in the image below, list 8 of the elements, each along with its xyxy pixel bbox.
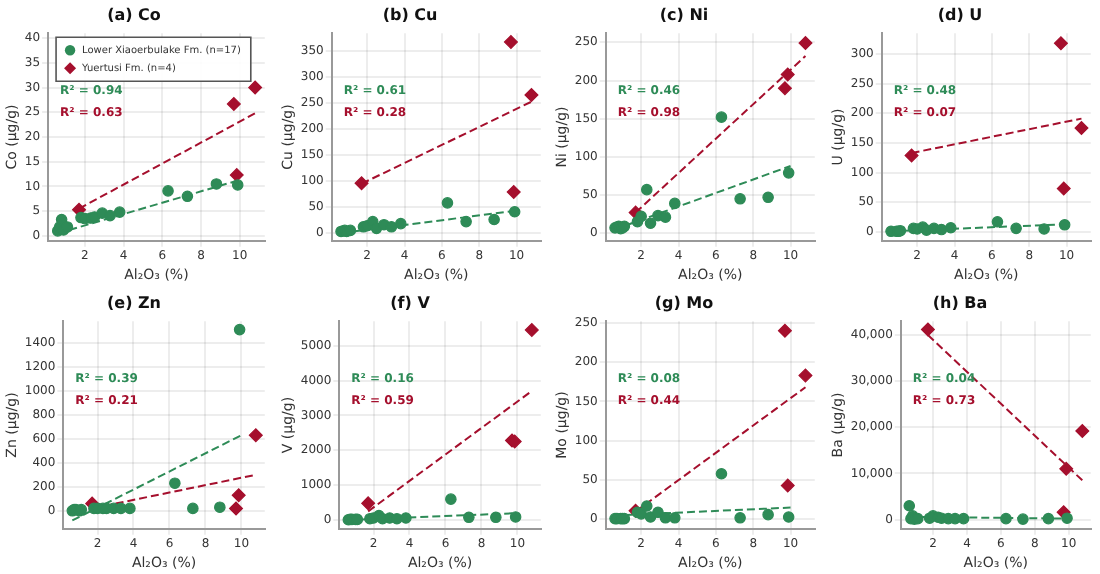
chart-title: (f) V — [389, 292, 431, 311]
chart-title: (c) Ni — [659, 5, 709, 24]
chart-title: (e) Zn — [106, 292, 162, 311]
chart-title: (g) Mo — [654, 292, 715, 311]
chart-title: (a) Co — [107, 5, 162, 24]
chart-title: (h) Ba — [931, 292, 987, 311]
chart-title: (d) U — [936, 5, 982, 24]
chart-title: (b) Cu — [381, 5, 437, 24]
